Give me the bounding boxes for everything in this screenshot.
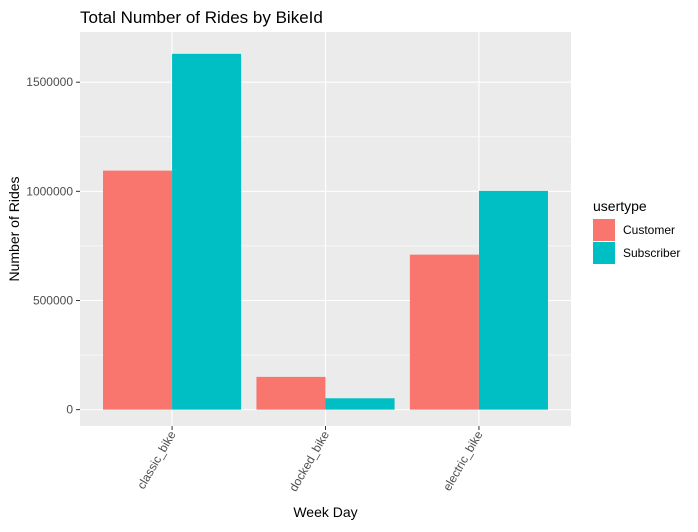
y-tick-label: 0 <box>66 403 73 417</box>
bar-subscriber-classic-bike <box>172 53 242 410</box>
y-tick-label: 1000000 <box>26 184 73 198</box>
y-axis-ticks: 0 500000 1000000 1500000 <box>26 75 80 417</box>
y-axis-title: Number of Rides <box>6 176 22 281</box>
x-tick-label: classic_bike <box>134 428 179 491</box>
bars-group <box>103 53 548 410</box>
x-tick-label: docked_bike <box>286 428 332 494</box>
legend-key-customer <box>593 219 615 241</box>
bar-customer-classic-bike <box>103 170 173 410</box>
legend-key-subscriber <box>593 242 615 264</box>
x-tick-label: electric_bike <box>440 428 486 493</box>
bar-subscriber-docked-bike <box>325 398 395 410</box>
x-axis-ticks: classic_bike docked_bike electric_bike <box>134 426 486 494</box>
chart-title: Total Number of Rides by BikeId <box>80 8 323 27</box>
legend-title: usertype <box>593 198 647 214</box>
x-axis-title: Week Day <box>293 504 357 520</box>
y-tick-label: 1500000 <box>26 75 73 89</box>
bar-customer-docked-bike <box>256 376 326 410</box>
legend-label-subscriber: Subscriber <box>623 246 680 260</box>
bar-customer-electric-bike <box>409 254 479 410</box>
legend-label-customer: Customer <box>623 223 675 237</box>
bar-subscriber-electric-bike <box>478 190 548 410</box>
legend: usertype Customer Subscriber <box>593 198 680 264</box>
y-tick-label: 500000 <box>33 293 73 307</box>
